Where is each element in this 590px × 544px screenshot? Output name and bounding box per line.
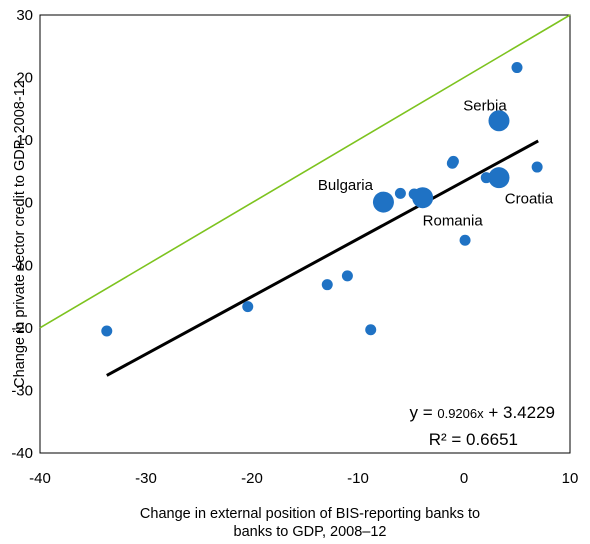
point-label-serbia: Serbia [463,98,507,115]
point-4 [365,324,377,336]
point-11 [459,234,471,246]
x-tick-label: -30 [135,470,157,487]
y-tick-label: -10 [11,257,33,274]
y-tick-label: 30 [16,7,33,24]
diagonal-line-layer [39,14,571,329]
y-tick-label: -40 [11,445,33,462]
trendline [106,139,539,377]
plot-area-frame [39,14,571,454]
r-squared-label: R² = 0.6651 [429,430,518,449]
point-10 [446,157,458,169]
diagonal-line [39,14,571,329]
point-labels-layer: Bulgaria Romania Croatia Serbia [318,98,554,230]
y-tick-label: 0 [25,195,33,212]
y-tick-label: -30 [11,382,33,399]
point-1 [242,301,254,313]
x-tick-label: -40 [29,470,51,487]
x-tick-label: -20 [241,470,263,487]
point-label-bulgaria: Bulgaria [318,177,374,194]
x-tick-label: 10 [562,470,579,487]
trendline-layer [106,139,539,377]
x-axis-title-line-2: banks to GDP, 2008–12 [234,524,387,540]
x-tick-label: -10 [347,470,369,487]
point-bulgaria [372,191,394,213]
point-6 [394,187,406,199]
y-tick-label: 20 [16,70,33,87]
points-layer [101,62,543,337]
x-tick-label: 0 [460,470,468,487]
y-axis-title: Change in private sector credit to GDP, … [12,80,28,388]
point-0 [101,325,113,337]
point-label-romania: Romania [423,213,484,230]
point-romania [412,187,434,209]
point-croatia [488,167,510,189]
x-axis-title-line-1: Change in external position of BIS-repor… [140,506,480,522]
point-16 [531,161,543,173]
y-tick-label: 10 [16,132,33,149]
equation-label: y = 0.9206x + 3.4229 [409,403,555,422]
y-tick-labels: -40 -30 -20 -10 0 10 20 30 [11,7,33,462]
point-2 [321,279,333,291]
point-label-croatia: Croatia [505,191,554,208]
point-serbia [488,110,510,132]
y-tick-label: -20 [11,320,33,337]
x-tick-labels: -40 -30 -20 -10 0 10 [29,470,578,487]
point-15 [511,62,523,74]
point-3 [341,270,353,282]
